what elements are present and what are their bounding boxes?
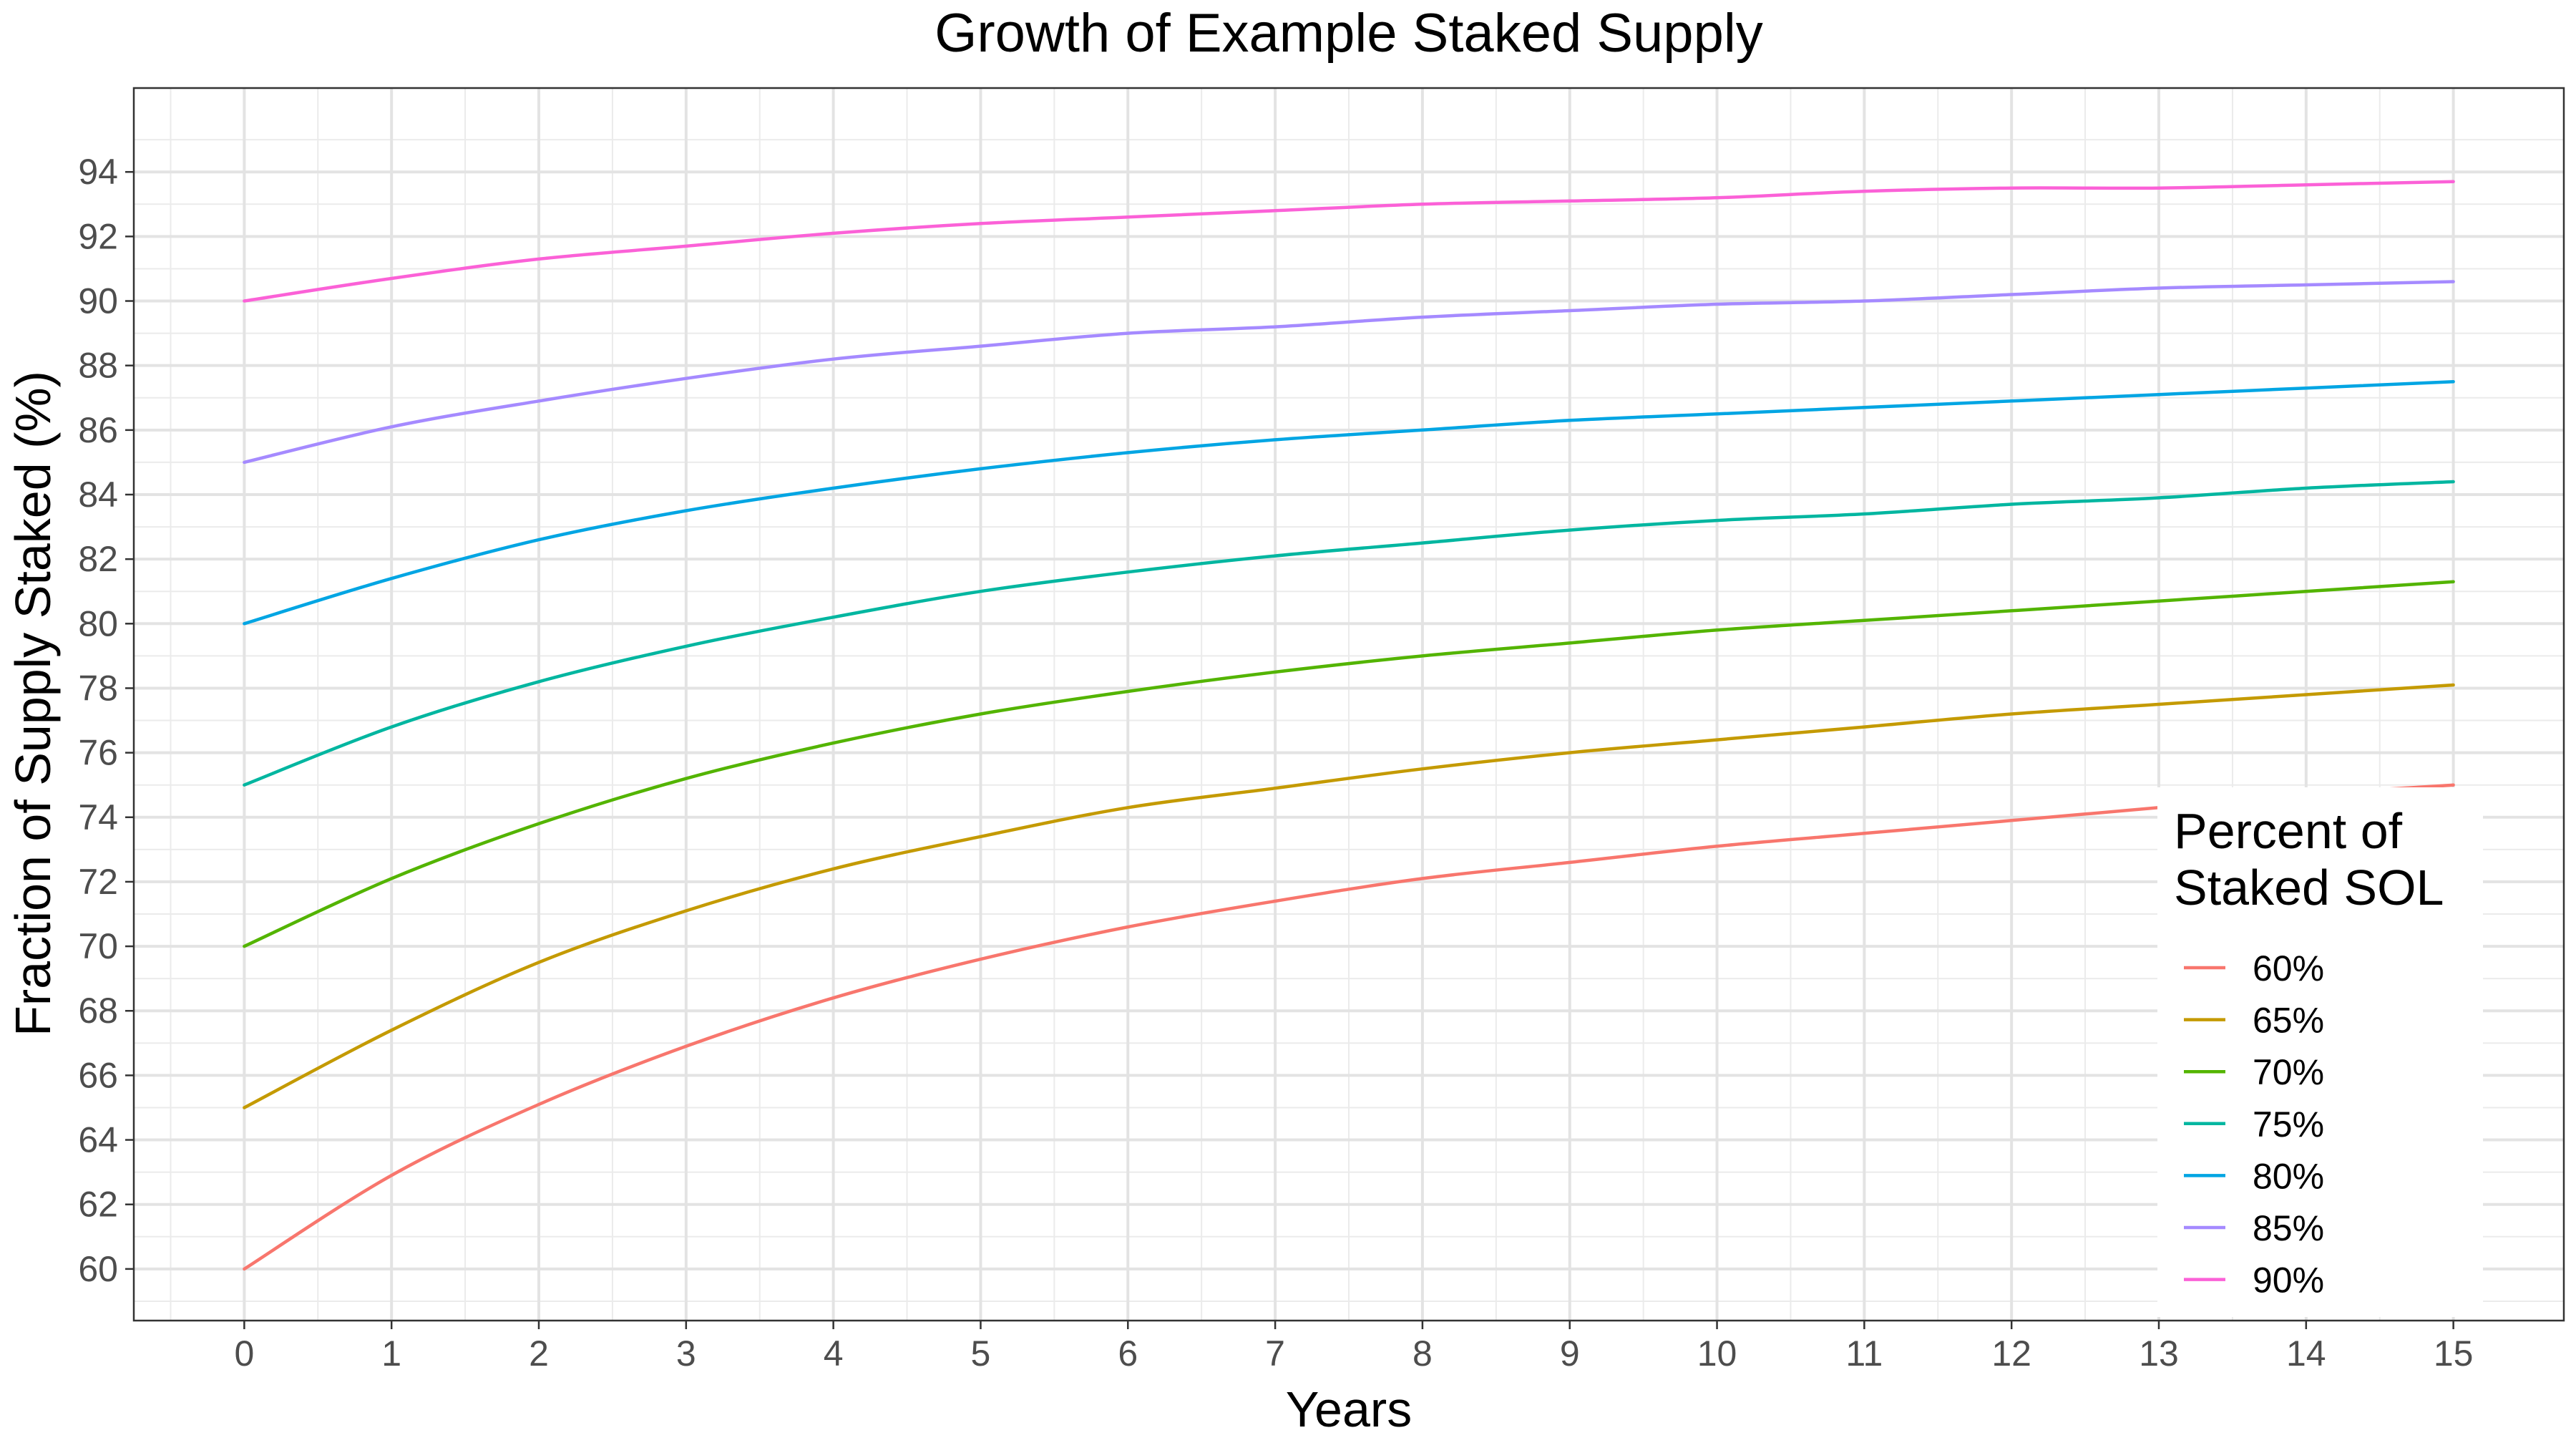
y-tick-label: 70 [78, 926, 118, 966]
x-tick-label: 13 [2139, 1333, 2179, 1374]
series-line-80pct [243, 379, 2455, 626]
y-tick-label: 92 [78, 216, 118, 256]
y-tick-label: 72 [78, 862, 118, 902]
plot-panel-border [132, 87, 2565, 1322]
y-tick-label: 78 [78, 668, 118, 708]
y-tick-label: 84 [78, 475, 118, 515]
x-tick-label: 11 [1845, 1333, 1883, 1374]
x-tick-label: 0 [234, 1333, 254, 1374]
x-tick-label: 12 [1991, 1333, 2031, 1374]
y-tick-label: 60 [78, 1249, 118, 1289]
series-line-85pct [243, 280, 2455, 465]
y-tick-label: 62 [78, 1185, 118, 1225]
y-axis-title: Fraction of Supply Staked (%) [5, 371, 61, 1036]
legend-label: 90% [2253, 1260, 2324, 1301]
y-tick-label: 80 [78, 603, 118, 643]
legend: Percent of Staked SOL 60% 65% 70% 75% 80% 85%… [2157, 787, 2483, 1317]
x-tick-label: 9 [1560, 1333, 1580, 1374]
legend-label: 70% [2253, 1052, 2324, 1092]
legend-label: 85% [2253, 1208, 2324, 1248]
y-tick-label: 94 [78, 152, 118, 192]
legend-label: 60% [2253, 948, 2324, 988]
x-tick-label: 1 [381, 1333, 401, 1374]
y-tick-label: 88 [78, 346, 118, 386]
x-tick-label: 4 [824, 1333, 844, 1374]
y-tick-label: 86 [78, 410, 118, 450]
legend-label: 75% [2253, 1104, 2324, 1145]
axis-ticks: 0 1 2 3 4 5 6 7 8 9 10 11 12 13 14 15606264666870727476… [78, 152, 2473, 1374]
series-line-60pct [243, 783, 2455, 1271]
y-tick-label: 82 [78, 539, 118, 579]
legend-label: 80% [2253, 1156, 2324, 1196]
x-tick-label: 2 [529, 1333, 549, 1374]
chart-title: Growth of Example Staked Supply [935, 3, 1762, 64]
y-tick-label: 66 [78, 1055, 118, 1095]
legend-title-line2: Staked SOL [2174, 860, 2444, 915]
legend-items: 60% 65% 70% 75% 80% 85% 90% [2184, 948, 2324, 1301]
y-tick-label: 74 [78, 797, 118, 837]
y-tick-label: 76 [78, 733, 118, 773]
x-tick-label: 10 [1697, 1333, 1737, 1374]
series-lines [243, 180, 2455, 1271]
x-tick-label: 5 [971, 1333, 991, 1374]
x-tick-label: 8 [1413, 1333, 1433, 1374]
y-tick-label: 90 [78, 281, 118, 321]
series-line-70pct [243, 580, 2455, 948]
y-tick-label: 68 [78, 991, 118, 1031]
legend-label: 65% [2253, 1001, 2324, 1041]
x-tick-label: 6 [1118, 1333, 1138, 1374]
x-tick-label: 15 [2434, 1333, 2474, 1374]
legend-title-line1: Percent of [2174, 803, 2403, 859]
series-line-75pct [243, 480, 2455, 787]
x-tick-label: 7 [1265, 1333, 1285, 1374]
series-line-90pct [243, 180, 2455, 303]
y-tick-label: 64 [78, 1120, 118, 1160]
x-axis-title: Years [1286, 1381, 1412, 1437]
x-tick-label: 3 [676, 1333, 696, 1374]
x-tick-label: 14 [2286, 1333, 2326, 1374]
series-line-65pct [243, 683, 2455, 1109]
